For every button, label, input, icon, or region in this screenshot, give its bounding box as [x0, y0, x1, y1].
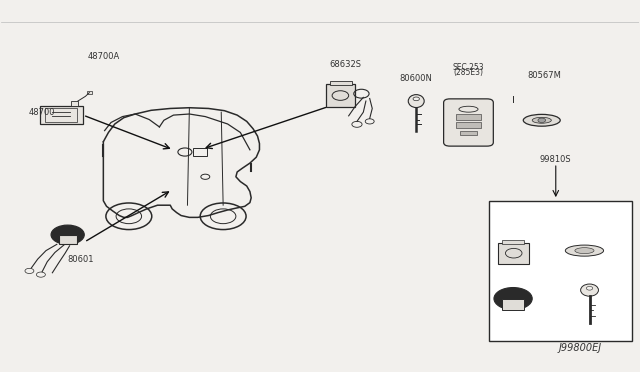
Bar [59, 235, 77, 244]
Text: SEC.253: SEC.253 [452, 62, 484, 72]
Bar [499, 243, 529, 263]
Circle shape [51, 225, 84, 244]
Text: (285E3): (285E3) [454, 68, 483, 77]
Ellipse shape [524, 114, 560, 126]
Ellipse shape [580, 284, 598, 296]
Text: 80600N: 80600N [399, 74, 432, 83]
FancyBboxPatch shape [444, 99, 493, 146]
Ellipse shape [565, 245, 604, 256]
Circle shape [538, 118, 545, 122]
Bar [489, 201, 632, 341]
Text: 99810S: 99810S [540, 155, 572, 164]
Bar [72, 101, 78, 106]
Bar [460, 131, 477, 135]
Bar [45, 108, 77, 122]
Bar [193, 148, 207, 156]
Ellipse shape [408, 94, 424, 108]
Circle shape [586, 286, 593, 290]
Bar [330, 81, 352, 85]
Bar [456, 114, 481, 120]
Text: 48700: 48700 [28, 108, 54, 118]
Bar [326, 84, 355, 107]
Text: 80567M: 80567M [527, 71, 561, 80]
Text: 48700A: 48700A [87, 52, 120, 61]
Bar [456, 122, 481, 128]
Bar [87, 92, 92, 94]
Bar [502, 299, 524, 310]
Text: 80601: 80601 [68, 255, 94, 264]
Ellipse shape [575, 248, 594, 254]
Ellipse shape [532, 117, 551, 123]
Bar [502, 240, 524, 244]
Bar [40, 106, 83, 124]
Circle shape [413, 97, 419, 101]
Text: J99800EJ: J99800EJ [559, 343, 602, 353]
Text: 68632S: 68632S [330, 60, 362, 69]
Circle shape [494, 288, 532, 310]
